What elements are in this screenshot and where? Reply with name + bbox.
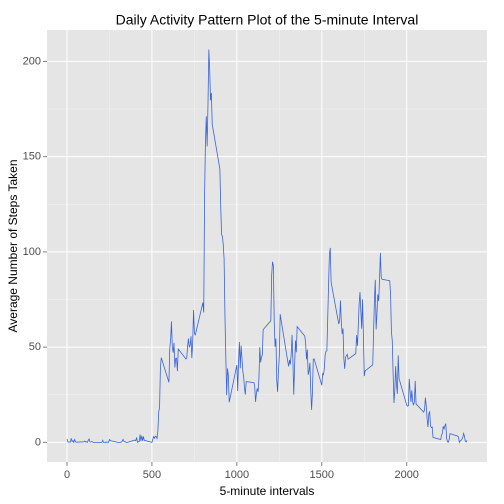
x-tick-label: 500 (143, 469, 161, 481)
y-axis-title: Average Number of Steps Taken (6, 160, 20, 333)
y-tick-label: 0 (35, 436, 41, 448)
y-tick-label: 200 (23, 55, 41, 67)
y-tick-label: 100 (23, 246, 41, 258)
y-tick-label: 150 (23, 151, 41, 163)
x-tick-label: 2000 (394, 469, 418, 481)
x-tick-label: 0 (64, 469, 70, 481)
x-tick-label: 1000 (225, 469, 249, 481)
plot-panel (47, 30, 487, 462)
x-tick-label: 1500 (310, 469, 334, 481)
data-line (66, 49, 468, 444)
x-axis-title: 5-minute intervals (220, 484, 315, 498)
y-tick-label: 50 (29, 341, 41, 353)
chart-title: Daily Activity Pattern Plot of the 5-min… (116, 12, 419, 28)
